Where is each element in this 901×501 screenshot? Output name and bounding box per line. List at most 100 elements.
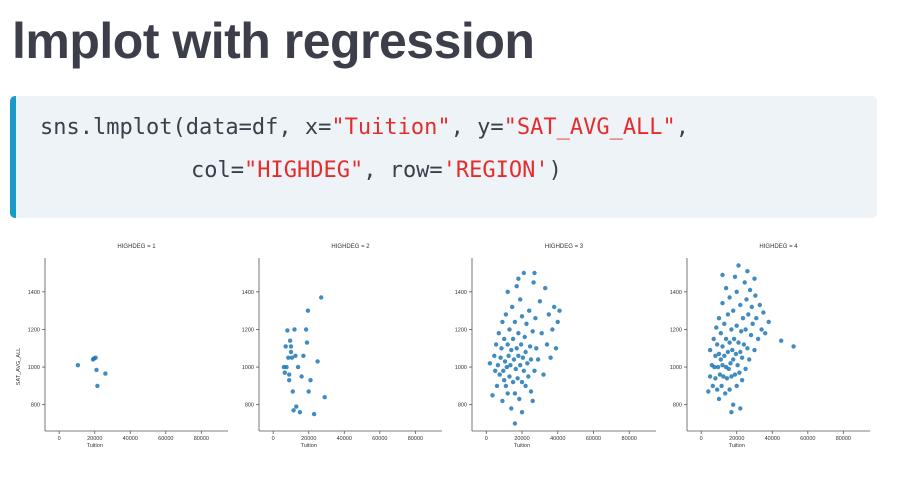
slide-title: lmplot with regression — [12, 13, 535, 69]
scatter-point — [713, 353, 718, 358]
scatter-point — [289, 355, 295, 360]
scatter-point — [722, 321, 727, 326]
scatter-point — [727, 295, 732, 300]
code-text: , y= — [450, 115, 504, 140]
scatter-point — [532, 368, 537, 373]
scatter-point — [305, 308, 311, 313]
scatter-point — [516, 331, 521, 336]
scatter-point — [510, 379, 516, 385]
y-tick-label: 1400 — [455, 290, 467, 296]
x-axis-label: Tuition — [514, 443, 530, 449]
x-tick-label: 0 — [700, 436, 703, 442]
scatter-point — [749, 304, 754, 310]
scatter-point — [531, 280, 536, 285]
code-string: "HIGHDEG" — [243, 158, 364, 183]
scatter-point — [734, 289, 739, 294]
x-tick-label: 60000 — [800, 436, 815, 442]
scatter-point — [742, 280, 747, 285]
code-string: "SAT_AVG_ALL" — [503, 115, 676, 140]
scatter-point — [752, 276, 757, 281]
scatter-point — [522, 334, 527, 340]
scatter-point — [510, 304, 515, 310]
scatter-point — [744, 297, 749, 302]
scatter-point — [282, 370, 287, 375]
scatter-point — [518, 297, 523, 302]
scatter-point — [493, 342, 499, 347]
scatter-point — [103, 371, 108, 376]
scatter-point — [510, 336, 516, 342]
scatter-point — [727, 340, 732, 345]
y-tick-label: 800 — [458, 403, 467, 409]
x-tick-label: 40000 — [550, 436, 565, 442]
scatter-point — [727, 387, 732, 392]
scatter-point — [492, 353, 497, 358]
scatter-point — [291, 408, 296, 413]
scatter-point — [747, 287, 753, 293]
scatter-point — [509, 406, 514, 411]
scatter-point — [745, 269, 750, 274]
scatter-point — [315, 359, 320, 364]
facet-title: HIGHDEG = 4 — [759, 244, 798, 250]
scatter-point — [738, 349, 743, 355]
scatter-point — [734, 383, 739, 389]
scatter-point — [548, 355, 553, 360]
scatter-point — [493, 368, 498, 373]
scatter-point — [734, 323, 739, 328]
scatter-point — [501, 368, 506, 373]
scatter-point — [294, 404, 299, 409]
scatter-point — [743, 327, 748, 332]
y-tick-label: 1400 — [242, 290, 254, 296]
scatter-point — [755, 336, 761, 342]
scatter-point — [791, 344, 796, 349]
x-tick-label: 80000 — [836, 436, 851, 442]
scatter-point — [739, 329, 744, 334]
scatter-point — [519, 410, 525, 415]
scatter-point — [731, 402, 736, 407]
scatter-point — [715, 387, 720, 392]
x-tick-label: 20000 — [729, 436, 744, 442]
code-block: sns.lmplot(data=df, x="Tuition", y="SAT_… — [10, 96, 877, 218]
scatter-point — [306, 389, 311, 394]
y-tick-label: 800 — [31, 403, 40, 409]
scatter-point — [720, 300, 725, 306]
scatter-point — [283, 344, 288, 349]
x-axis-label: Tuition — [301, 443, 317, 449]
code-text: , row= — [363, 158, 443, 183]
facet-title: HIGHDEG = 1 — [117, 244, 156, 250]
scatter-point — [287, 338, 293, 343]
scatter-point — [739, 355, 745, 360]
x-tick-label: 40000 — [123, 436, 138, 442]
scatter-point — [497, 372, 502, 377]
y-tick-label: 1200 — [455, 327, 467, 333]
scatter-point — [533, 316, 538, 321]
scatter-point — [544, 342, 550, 347]
scatter-point — [730, 347, 735, 353]
scatter-point — [512, 421, 518, 426]
scatter-point — [303, 327, 309, 332]
scatter-point — [757, 302, 762, 308]
scatter-point — [290, 389, 295, 394]
scatter-point — [732, 372, 738, 377]
scatter-point — [710, 383, 715, 389]
scatter-point — [539, 331, 544, 336]
scatter-point — [519, 379, 525, 385]
scatter-point — [524, 321, 529, 326]
scatter-point — [732, 274, 738, 279]
facet-title: HIGHDEG = 2 — [331, 244, 370, 250]
scatter-point — [319, 295, 324, 300]
y-tick-label: 1200 — [28, 327, 40, 333]
x-tick-label: 0 — [272, 436, 275, 442]
scatter-point — [322, 395, 327, 400]
scatter-point — [735, 363, 740, 368]
scatter-point — [297, 410, 303, 415]
y-tick-label: 800 — [673, 403, 682, 409]
scatter-point — [555, 319, 560, 325]
scatter-point — [731, 357, 736, 362]
scatter-point — [502, 378, 507, 383]
scatter-point — [519, 314, 525, 319]
scatter-point — [498, 355, 503, 360]
scatter-point — [729, 327, 734, 332]
scatter-point — [506, 353, 511, 358]
scatter-point — [530, 398, 535, 404]
scatter-point — [95, 383, 100, 389]
